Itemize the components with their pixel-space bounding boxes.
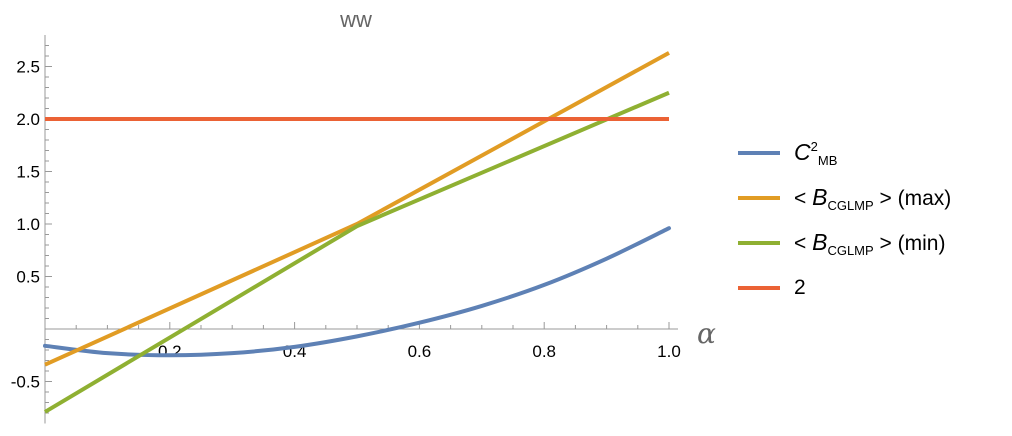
y-tick-label: 1.0 — [16, 215, 40, 234]
legend-label-const: 2 — [794, 275, 806, 299]
y-tick-label: -0.5 — [11, 373, 40, 392]
legend: C2MB < BCGLMP > (max) < BCGLMP > (min) 2 — [738, 130, 1008, 310]
legend-item-max: < BCGLMP > (max) — [738, 175, 1008, 220]
axes — [44, 35, 678, 424]
x-tick-label: 0.8 — [532, 342, 556, 361]
legend-label-min: < BCGLMP > (min) — [794, 229, 946, 258]
legend-swatch-c2mb — [738, 150, 780, 155]
legend-item-c2mb: C2MB — [738, 130, 1008, 175]
series-line-cglmp-min — [43, 90, 670, 414]
legend-label-c2mb: C2MB — [794, 139, 838, 168]
legend-label-max: < BCGLMP > (max) — [794, 184, 952, 213]
x-tick-label: 0.6 — [408, 342, 432, 361]
y-tick-label: 1.5 — [16, 163, 40, 182]
y-tick-label: 2.0 — [16, 110, 40, 129]
chart-title: ww — [339, 7, 372, 32]
y-tick-label: 0.5 — [16, 268, 40, 287]
legend-item-min: < BCGLMP > (min) — [738, 220, 1008, 265]
x-axis-label: α — [697, 317, 716, 350]
legend-swatch-min — [738, 240, 780, 245]
series-line-c2mb — [43, 226, 671, 358]
legend-item-const: 2 — [738, 265, 1008, 310]
y-tick-label: 2.5 — [16, 58, 40, 77]
legend-swatch-const — [738, 285, 780, 290]
series — [43, 51, 671, 414]
legend-swatch-max — [738, 195, 780, 200]
ticks: 0.2 0.4 0.6 0.8 1.0-0.50.51.01.52.02.5 — [11, 58, 681, 392]
series-line-cglmp-max — [44, 51, 670, 367]
x-tick-label: 1.0 — [657, 342, 681, 361]
